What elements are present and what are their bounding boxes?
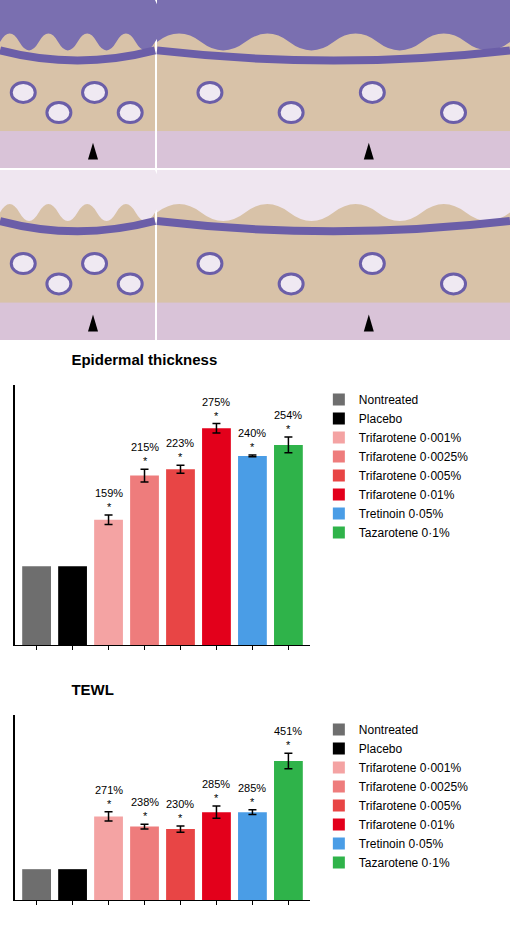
svg-text:Tretinoin 0·05%: Tretinoin 0·05% — [359, 837, 444, 851]
svg-text:254%*: 254%* — [274, 409, 302, 435]
svg-text:159%*: 159%* — [95, 487, 123, 513]
svg-text:Trifarotene 0·01%: Trifarotene 0·01% — [359, 818, 455, 832]
svg-text:Trifarotene 0·001%: Trifarotene 0·001% — [359, 431, 462, 445]
svg-text:Tretinoin 0·05%: Tretinoin 0·05% — [359, 507, 444, 521]
svg-text:Trifarotene 0·005%: Trifarotene 0·005% — [359, 799, 462, 813]
svg-text:240%*: 240%* — [238, 427, 266, 453]
svg-text:451%*: 451%* — [274, 725, 302, 751]
svg-text:Trifarotene 0·01%: Trifarotene 0·01% — [359, 488, 455, 502]
svg-text:223%*: 223%* — [166, 437, 194, 463]
svg-text:285%*: 285%* — [238, 782, 266, 808]
svg-text:Nontreated: Nontreated — [359, 393, 418, 407]
svg-text:215%*: 215%* — [131, 441, 159, 467]
svg-text:230%*: 230%* — [166, 798, 194, 824]
svg-text:Nontreated: Nontreated — [359, 723, 418, 737]
svg-text:Tazarotene 0·1%: Tazarotene 0·1% — [359, 526, 450, 540]
svg-text:Trifarotene 0·001%: Trifarotene 0·001% — [359, 761, 462, 775]
svg-text:Tazarotene 0·1%: Tazarotene 0·1% — [359, 856, 450, 870]
svg-text:TEWL: TEWL — [71, 681, 114, 698]
svg-text:Epidermal thickness: Epidermal thickness — [71, 351, 217, 368]
svg-text:Trifarotene 0·0025%: Trifarotene 0·0025% — [359, 780, 468, 794]
svg-text:Placebo: Placebo — [359, 742, 403, 756]
svg-text:238%*: 238%* — [131, 796, 159, 822]
svg-text:275%*: 275%* — [202, 396, 230, 422]
svg-text:285%*: 285%* — [202, 778, 230, 804]
svg-text:Trifarotene 0·0025%: Trifarotene 0·0025% — [359, 450, 468, 464]
svg-text:271%*: 271%* — [95, 784, 123, 810]
svg-text:Trifarotene 0·005%: Trifarotene 0·005% — [359, 469, 462, 483]
svg-text:Placebo: Placebo — [359, 412, 403, 426]
